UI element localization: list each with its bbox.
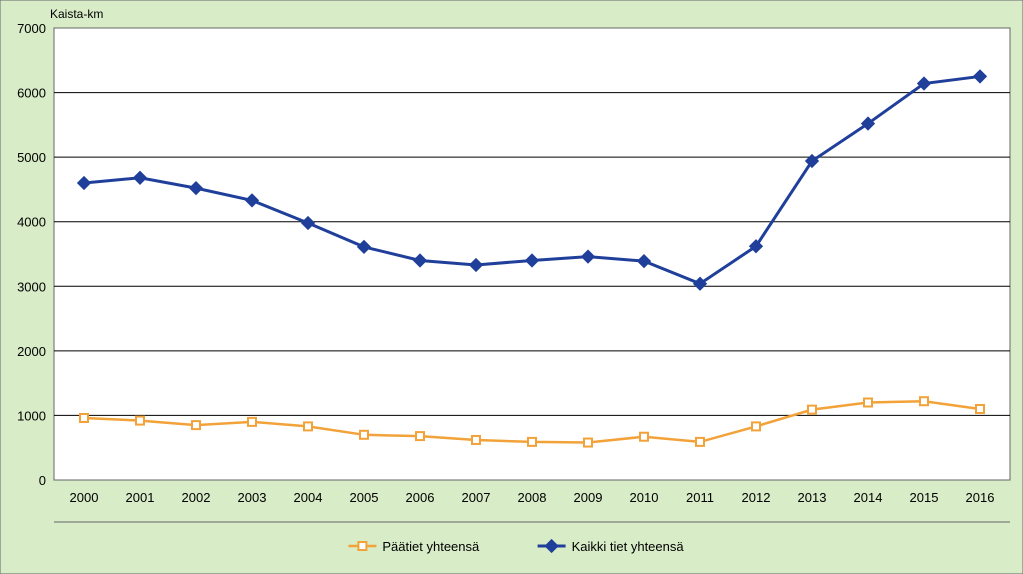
y-tick-label: 5000	[17, 150, 46, 165]
legend-marker-paatiet	[358, 542, 366, 550]
marker-paatiet	[528, 438, 536, 446]
marker-paatiet	[360, 431, 368, 439]
marker-paatiet	[584, 439, 592, 447]
marker-paatiet	[416, 432, 424, 440]
marker-paatiet	[136, 417, 144, 425]
legend-label-paatiet: Päätiet yhteensä	[382, 539, 480, 554]
x-tick-label: 2012	[742, 490, 771, 505]
marker-paatiet	[808, 406, 816, 414]
y-tick-label: 0	[39, 473, 46, 488]
y-tick-label: 1000	[17, 408, 46, 423]
line-chart: 0 1000 2000 3000 4000 5000 6000 7000 Kaista-km 20…	[0, 0, 1023, 574]
marker-paatiet	[976, 405, 984, 413]
marker-paatiet	[640, 433, 648, 441]
marker-paatiet	[192, 421, 200, 429]
y-axis-title: Kaista-km	[50, 7, 103, 21]
x-tick-label: 2014	[854, 490, 883, 505]
y-tick-label: 7000	[17, 21, 46, 36]
y-tick-label: 6000	[17, 86, 46, 101]
x-tick-label: 2003	[238, 490, 267, 505]
x-tick-label: 2008	[518, 490, 547, 505]
chart-container: 0 1000 2000 3000 4000 5000 6000 7000 Kaista-km 20…	[0, 0, 1023, 574]
y-tick-label: 3000	[17, 279, 46, 294]
x-tick-label: 2002	[182, 490, 211, 505]
y-tick-label: 2000	[17, 344, 46, 359]
x-tick-label: 2013	[798, 490, 827, 505]
legend-label-kaikki: Kaikki tiet yhteensä	[572, 539, 685, 554]
y-tick-label: 4000	[17, 215, 46, 230]
marker-paatiet	[248, 418, 256, 426]
x-tick-label: 2001	[126, 490, 155, 505]
x-tick-label: 2006	[406, 490, 435, 505]
marker-paatiet	[304, 422, 312, 430]
x-tick-label: 2009	[574, 490, 603, 505]
x-tick-label: 2004	[294, 490, 323, 505]
x-tick-label: 2005	[350, 490, 379, 505]
marker-paatiet	[864, 399, 872, 407]
marker-paatiet	[80, 414, 88, 422]
x-tick-label: 2016	[966, 490, 995, 505]
marker-paatiet	[472, 436, 480, 444]
x-tick-label: 2011	[686, 490, 714, 505]
marker-paatiet	[696, 438, 704, 446]
x-tick-label: 2000	[70, 490, 99, 505]
x-tick-label: 2007	[462, 490, 491, 505]
marker-paatiet	[920, 397, 928, 405]
marker-paatiet	[752, 422, 760, 430]
x-tick-label: 2015	[910, 490, 939, 505]
x-tick-label: 2010	[630, 490, 659, 505]
